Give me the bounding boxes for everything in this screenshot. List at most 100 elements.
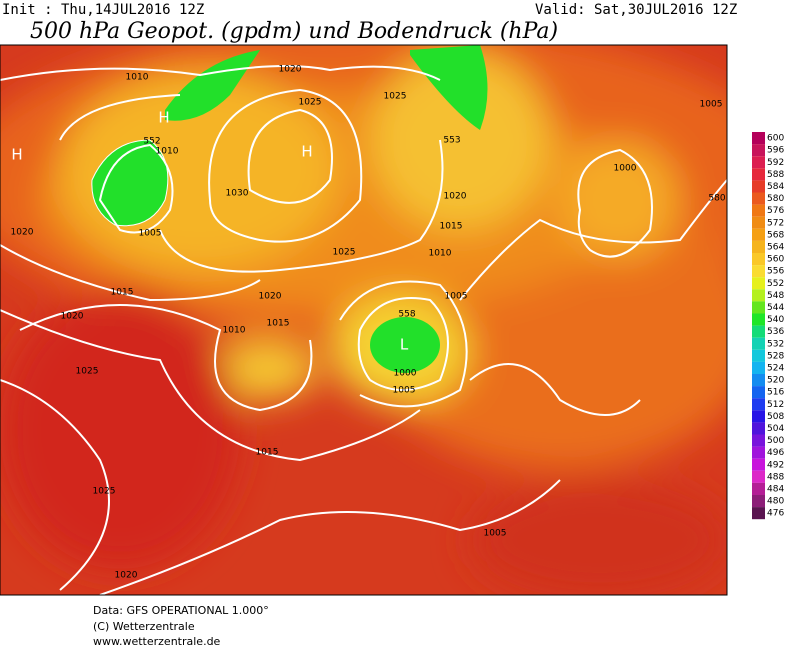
colorbar-swatch [752,301,765,314]
isobar-label: 1005 [393,386,416,396]
colorbar-swatch [752,458,765,471]
colorbar-swatch [752,422,765,435]
colorbar-swatch [752,434,765,447]
isobar-label: 1020 [115,571,138,581]
field [0,45,727,595]
colorbar-swatch [752,253,765,266]
colorbar-swatch [752,156,765,169]
colorbar-label: 548 [767,291,784,301]
colorbar-swatch [752,374,765,387]
colorbar-swatch [752,446,765,459]
isobar-label: 1005 [700,100,723,110]
isobar-label: 1015 [267,319,290,329]
colorbar-label: 532 [767,339,784,349]
colorbar-label: 520 [767,376,784,386]
colorbar-label: 484 [767,484,784,494]
colorbar-swatch [752,410,765,423]
colorbar-swatch [752,289,765,302]
colorbar-swatch [752,337,765,350]
colorbar-label: 560 [767,255,784,265]
colorbar-label: 592 [767,158,784,168]
colorbar-label: 540 [767,315,784,325]
colorbar-swatch [752,482,765,495]
colorbar-swatch [752,470,765,483]
colorbar-swatch [752,495,765,508]
colorbar-swatch [752,216,765,229]
isobar-label: 1005 [139,229,162,239]
colorbar-label: 556 [767,267,784,277]
colorbar-label: 588 [767,170,784,180]
footer-data: Data: GFS OPERATIONAL 1.000° [93,604,269,617]
colorbar-swatch [752,313,765,326]
isobar-label: 1020 [259,292,282,302]
isobar-label: 553 [443,136,460,146]
isobar-label: 1005 [445,292,468,302]
isobar-label: 558 [398,310,415,320]
pressure-center: H [301,143,312,161]
isobar-label: 552 [143,137,160,147]
colorbar-label: 552 [767,279,784,289]
colorbar-label: 572 [767,218,784,228]
colorbar-swatch [752,398,765,411]
colorbar-label: 544 [767,303,784,313]
isobar-label: 1010 [156,147,179,157]
valid-text: Valid: Sat,30JUL2016 12Z [535,2,737,18]
colorbar-label: 476 [767,509,784,519]
colorbar-swatch [752,265,765,278]
low-area [165,50,260,121]
low-area [91,139,169,227]
isobar-label: 1010 [429,249,452,259]
footer-copyright: (C) Wetterzentrale [93,620,195,633]
isobar-label: 1015 [111,288,134,298]
pressure-center: L [400,336,409,354]
colorbar-label: 596 [767,146,784,156]
colorbar-label: 576 [767,206,784,216]
colorbar-swatch [752,180,765,193]
isobar-label: 1025 [333,248,356,258]
isobar-label: 1010 [223,326,246,336]
colorbar-label: 500 [767,436,784,446]
colorbar-label: 516 [767,388,784,398]
isobar-label: 1025 [93,487,116,497]
init-text: Init : Thu,14JUL2016 12Z [2,2,204,18]
colorbar-swatch [752,168,765,181]
colorbar-swatch [752,277,765,290]
colorbar-label: 480 [767,497,784,507]
isobar-label: 1025 [76,367,99,377]
isobar-label: 1020 [279,65,302,75]
colorbar-label: 504 [767,424,784,434]
isobar-label: 1000 [394,369,417,379]
isobar-label: 1010 [126,73,149,83]
footer-url: www.wetterzentrale.de [93,635,221,646]
colorbar-swatch [752,204,765,217]
isobar-label: 1020 [444,192,467,202]
colorbar-swatch [752,228,765,241]
colorbar-label: 568 [767,230,784,240]
colorbar-swatch [752,325,765,338]
isobar-label: 1025 [299,98,322,108]
colorbar-label: 488 [767,472,784,482]
colorbar-swatch [752,192,765,205]
colorbar-label: 600 [767,134,784,144]
colorbar-label: 524 [767,363,784,373]
pressure-center: H [11,146,22,164]
isobar-label: 1015 [256,448,279,458]
title: 500 hPa Geopot. (gpdm) und Bodendruck (h… [30,19,558,44]
colorbar-label: 584 [767,182,784,192]
colorbar-swatch [752,240,765,253]
low-area [370,317,440,373]
colorbar-swatch [752,144,765,157]
map [0,45,727,595]
isobar-label: 580 [708,194,725,204]
isobars [0,65,727,595]
colorbar-swatch [752,386,765,399]
colorbar-swatch [752,507,765,520]
colorbar-label: 508 [767,412,784,422]
map-frame [0,44,728,596]
colorbar-swatch [752,361,765,374]
pressure-center: H [158,109,169,127]
colorbar-label: 580 [767,194,784,204]
colorbar-swatch [752,132,765,145]
isobar-label: 1000 [614,164,637,174]
colorbar-label: 496 [767,448,784,458]
